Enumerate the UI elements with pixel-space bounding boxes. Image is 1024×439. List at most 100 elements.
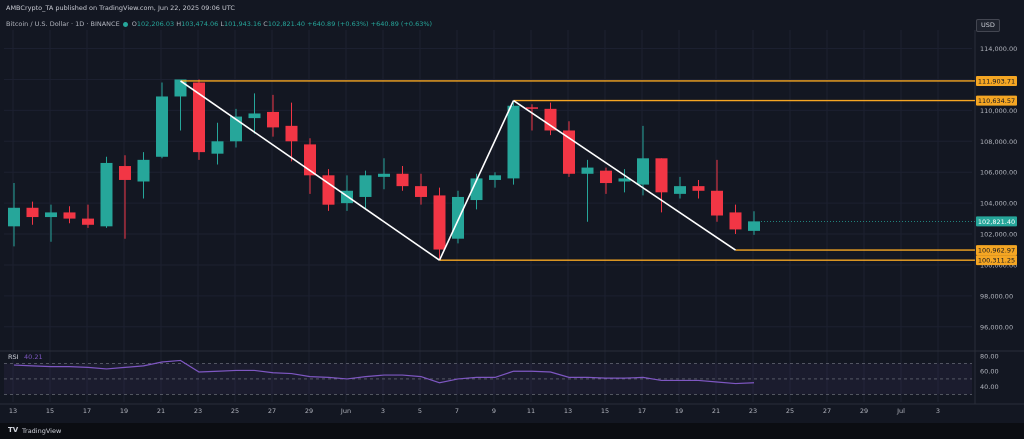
candle	[637, 125, 649, 196]
candle	[45, 204, 57, 242]
x-tick-label: 23	[194, 407, 202, 415]
y-tick-label: 106,000.00	[980, 169, 1017, 177]
candle	[211, 122, 224, 165]
rsi-y-tick-label: 60.00	[980, 368, 999, 376]
candle-body	[211, 141, 224, 154]
candle-body	[415, 186, 427, 197]
tradingview-logo-icon[interactable]: TV	[8, 426, 19, 434]
candle	[248, 93, 261, 134]
rsi-title: RSI	[8, 353, 19, 361]
candle	[119, 155, 131, 239]
candle-body	[692, 186, 705, 191]
y-tick-label: 110,000.00	[980, 107, 1017, 115]
candle-body	[433, 195, 446, 250]
rsi-line	[13, 359, 755, 385]
candle	[526, 104, 538, 131]
candle-body	[544, 108, 557, 131]
candle-body	[655, 158, 668, 193]
candle-body	[637, 158, 649, 185]
candle-body	[674, 186, 686, 194]
candle-body	[600, 170, 612, 184]
publish-header: AMBCrypto_TA published on TradingView.co…	[6, 4, 235, 12]
candle-body	[63, 212, 76, 219]
candle-body	[248, 113, 261, 119]
high-label: H	[176, 20, 182, 28]
candle	[174, 79, 187, 131]
change-value: +640.89 (+0.63%)	[307, 20, 369, 28]
candle	[137, 152, 150, 199]
candle	[26, 201, 39, 225]
x-tick-label: 15	[46, 407, 54, 415]
candle	[655, 158, 668, 213]
last-price-label: 102,821.40	[978, 218, 1015, 226]
currency-button[interactable]: USD	[976, 19, 1000, 32]
trend-line	[438, 100, 515, 261]
x-tick-label: 21	[712, 407, 720, 415]
trend-line	[180, 80, 440, 261]
y-tick-label: 96,000.00	[980, 323, 1013, 331]
candle-body	[396, 173, 409, 187]
candle-body	[156, 96, 168, 157]
candle	[396, 166, 409, 191]
last-price-badge	[976, 216, 1017, 227]
price-level-badge	[976, 95, 1017, 106]
y-tick-label: 108,000.00	[980, 138, 1017, 146]
candle	[748, 211, 760, 235]
candle	[674, 176, 686, 199]
change-value-2: +640.89 (+0.63%)	[370, 20, 433, 28]
ohlc-legend: Bitcoin / U.S. Dollar · 1D · BINANCE O10…	[6, 20, 432, 28]
symbol-label[interactable]: Bitcoin / U.S. Dollar · 1D · BINANCE	[6, 20, 120, 28]
rsi-y-tick-label: 80.00	[980, 352, 999, 360]
candle-body	[748, 221, 760, 231]
candle-body	[45, 212, 57, 218]
candle-body	[507, 105, 520, 179]
x-tick-label: 15	[601, 407, 609, 415]
x-tick-label: 29	[860, 407, 868, 415]
candle-body	[137, 159, 150, 182]
x-tick-label: 11	[527, 407, 535, 415]
candle-body	[8, 207, 20, 227]
candle	[563, 121, 575, 177]
x-tick-label: 27	[268, 407, 276, 415]
candle	[415, 173, 427, 205]
y-tick-label: 104,000.00	[980, 200, 1017, 208]
candle	[507, 102, 520, 185]
x-tick-label: 21	[157, 407, 165, 415]
y-tick-label: 102,000.00	[980, 231, 1017, 239]
low-value: 101,943.16	[224, 20, 262, 28]
price-level-label: 100,311.25	[978, 257, 1015, 265]
candle-body	[322, 175, 335, 205]
x-tick-label: 13	[564, 407, 572, 415]
tradingview-brand[interactable]: TradingView	[22, 427, 62, 435]
trend-line	[513, 99, 736, 251]
x-tick-label: 5	[418, 407, 422, 415]
candle-body	[174, 79, 187, 97]
candle	[63, 206, 76, 224]
candle	[600, 167, 612, 194]
candle	[322, 169, 335, 211]
candle-body	[470, 178, 483, 201]
candle-body	[729, 212, 742, 230]
candle	[285, 102, 298, 162]
price-level-badge	[976, 255, 1017, 266]
candle-body	[100, 162, 113, 227]
candle	[82, 204, 94, 228]
candle-body	[82, 218, 94, 225]
x-tick-label: Jul	[896, 407, 905, 415]
candle	[618, 169, 631, 193]
close-label: C	[263, 20, 268, 28]
candle	[711, 159, 723, 222]
candle-body	[563, 130, 575, 174]
candle-body	[489, 175, 501, 180]
rsi-value: 40.21	[24, 353, 43, 361]
x-tick-label: 7	[455, 407, 459, 415]
candle-body	[285, 125, 298, 142]
x-tick-label: 23	[749, 407, 757, 415]
low-label: L	[220, 20, 224, 28]
price-chart[interactable]: 114,000.00112,000.00110,000.00108,000.00…	[0, 0, 1024, 423]
candle	[156, 82, 168, 159]
candle	[378, 158, 390, 190]
close-value: 102,821.40	[267, 20, 306, 28]
footer-bar: TV TradingView	[0, 423, 1024, 439]
price-level-label: 111,903.71	[978, 77, 1015, 85]
